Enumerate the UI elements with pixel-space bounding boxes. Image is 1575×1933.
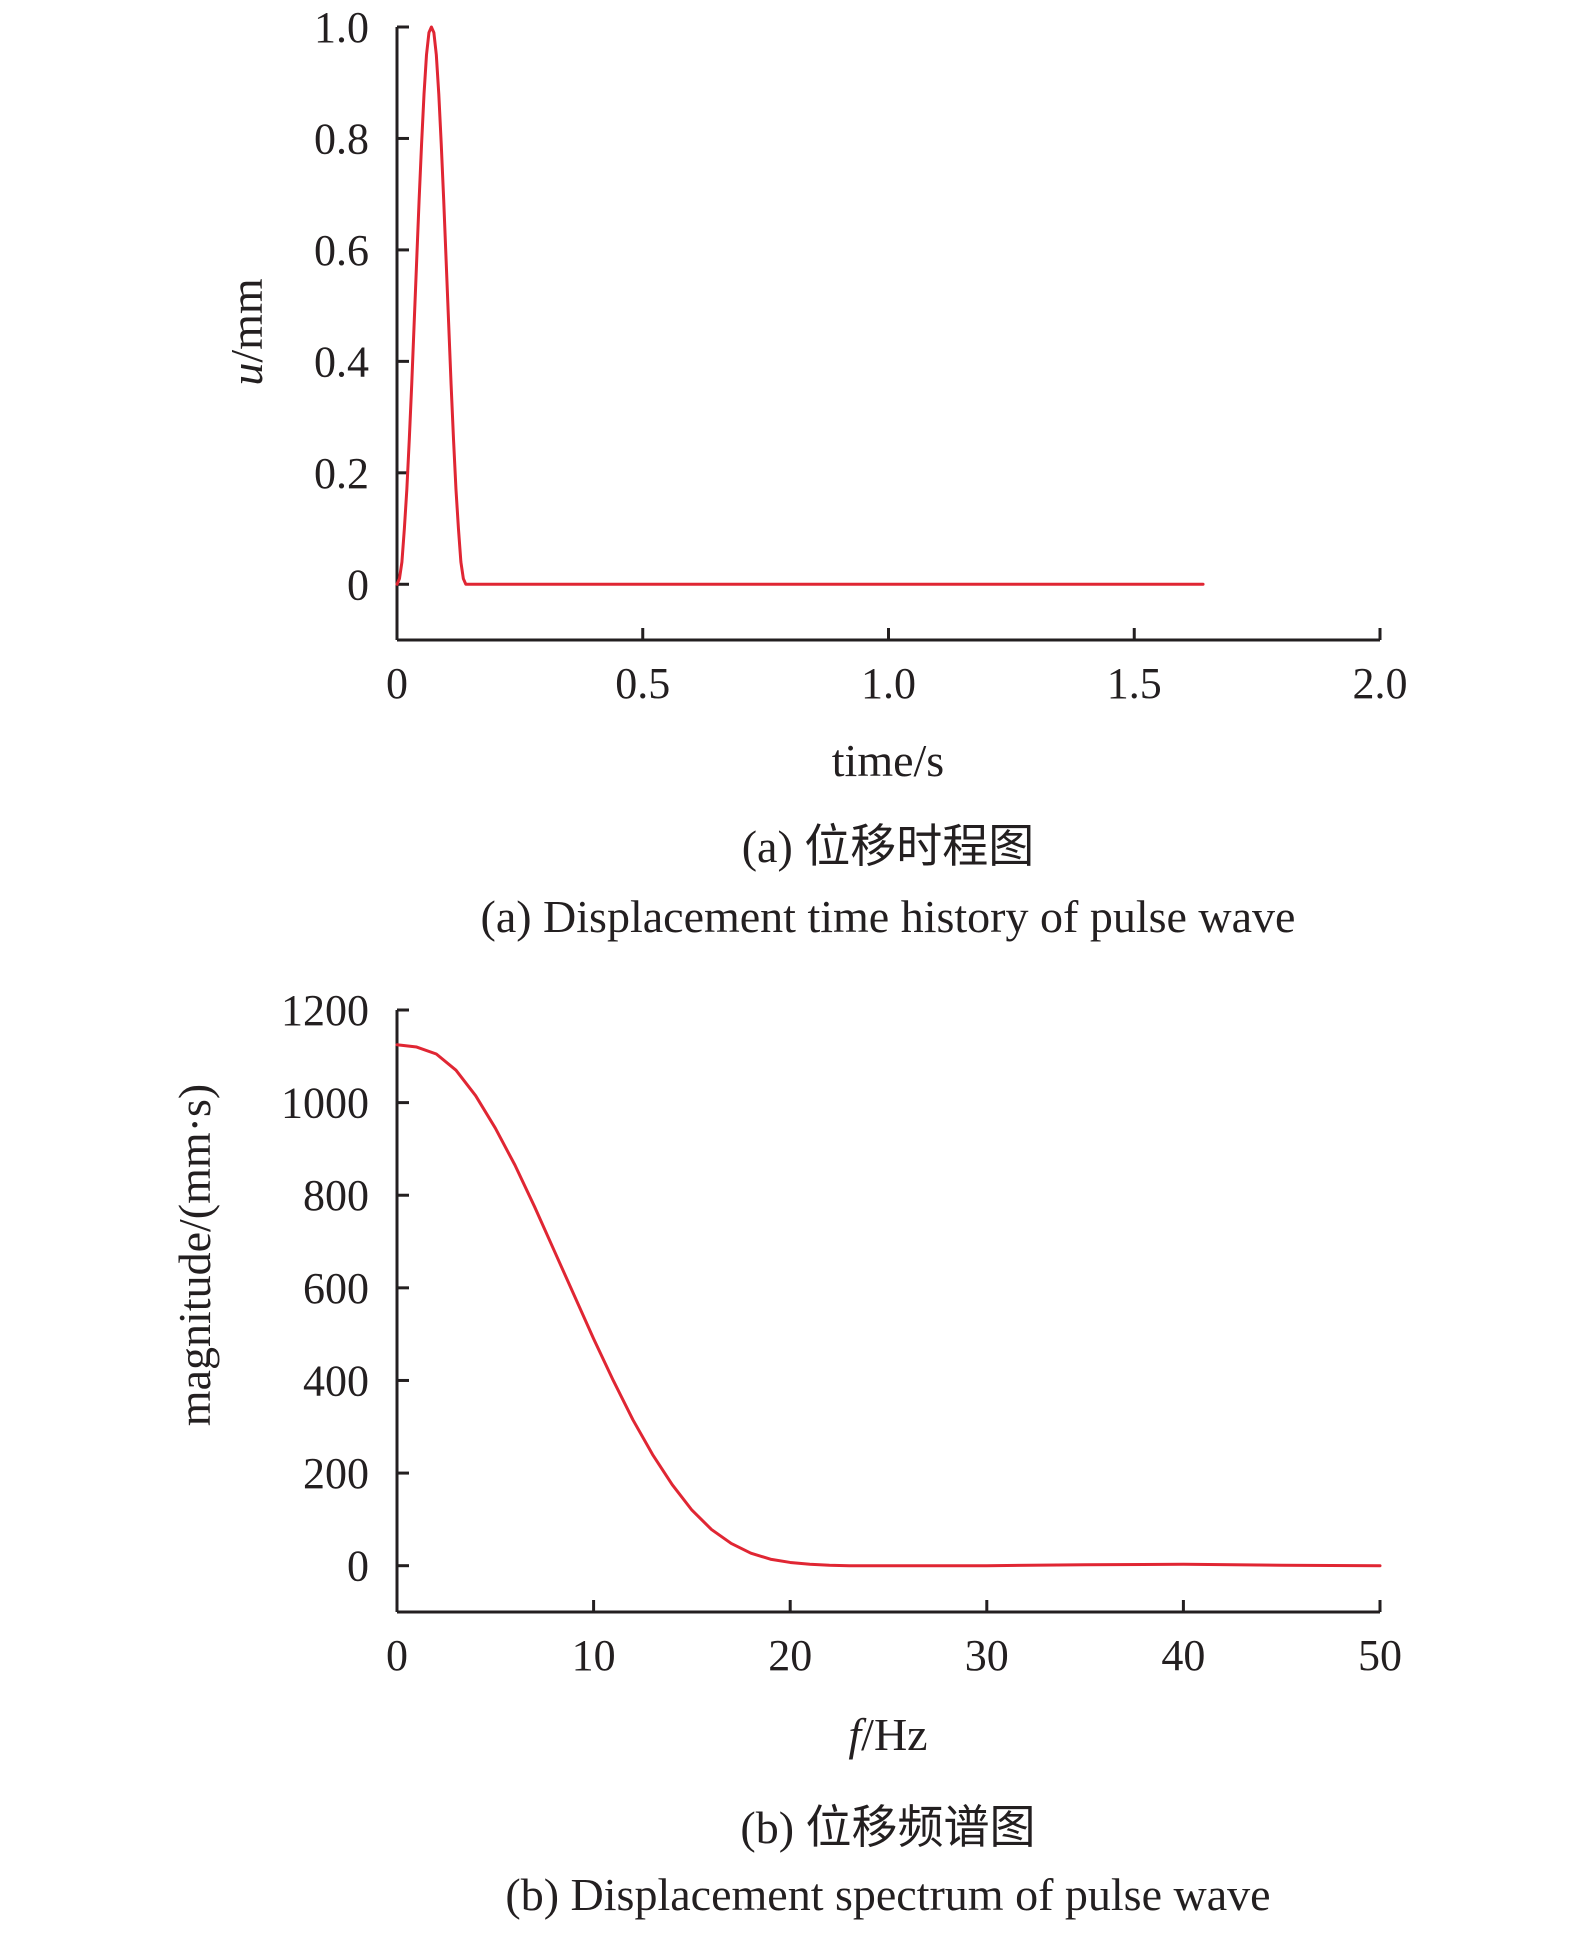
x-tick-label: 2.0 xyxy=(1353,659,1408,708)
panel-b-series-line xyxy=(395,1043,1382,1568)
panel-a-x-axis-label: time/s xyxy=(832,735,944,786)
y-tick-label: 800 xyxy=(303,1171,369,1220)
y-tick-label: 0 xyxy=(347,1542,369,1591)
y-tick-label: 600 xyxy=(303,1264,369,1313)
x-tick-label: 50 xyxy=(1358,1631,1402,1680)
x-tick-label: 0.5 xyxy=(615,659,670,708)
y-tick-label: 1200 xyxy=(281,986,369,1035)
panel-b: 0 200 400 600 800 1000 1200 0 10 20 30 40 50 magnit… xyxy=(169,986,1402,1920)
panel-a-x-ticks: 0 0.5 1.0 1.5 2.0 xyxy=(386,628,1408,708)
y-tick-label: 200 xyxy=(303,1449,369,1498)
x-tick-label: 1.5 xyxy=(1107,659,1162,708)
x-tick-label: 30 xyxy=(965,1631,1009,1680)
y-tick-label: 0 xyxy=(347,560,369,609)
panel-b-y-axis-label: magnitude/(mm·s) xyxy=(169,1084,220,1426)
x-tick-label: 0 xyxy=(386,1631,408,1680)
panel-b-caption-en: (b) Displacement spectrum of pulse wave xyxy=(505,1869,1270,1920)
y-tick-label: 0.8 xyxy=(314,114,369,163)
panel-b-caption-cn: (b) 位移频谱图 xyxy=(740,1802,1035,1853)
panel-a: 0 0.2 0.4 0.6 0.8 1.0 0 0.5 1.0 1.5 2.0 u/mm time… xyxy=(221,3,1408,942)
panel-a-series-line xyxy=(395,25,1205,586)
panel-a-caption-en: (a) Displacement time history of pulse w… xyxy=(481,891,1296,942)
panel-a-y-axis-label: u/mm xyxy=(221,278,272,386)
x-tick-label: 0 xyxy=(386,659,408,708)
x-tick-label: 10 xyxy=(572,1631,616,1680)
panel-a-y-ticks: 0 0.2 0.4 0.6 0.8 1.0 xyxy=(314,3,409,609)
panel-b-x-ticks: 0 10 20 30 40 50 xyxy=(386,1600,1402,1680)
y-tick-label: 0.2 xyxy=(314,449,369,498)
panel-b-y-ticks: 0 200 400 600 800 1000 1200 xyxy=(281,986,409,1591)
x-tick-label: 40 xyxy=(1161,1631,1205,1680)
y-tick-label: 1000 xyxy=(281,1079,369,1128)
y-tick-label: 400 xyxy=(303,1356,369,1405)
y-tick-label: 1.0 xyxy=(314,3,369,52)
panel-a-caption-cn: (a) 位移时程图 xyxy=(742,821,1035,872)
x-tick-label: 20 xyxy=(768,1631,812,1680)
y-tick-label: 0.6 xyxy=(314,226,369,275)
panel-b-x-axis-label: f/Hz xyxy=(848,1709,927,1760)
x-tick-label: 1.0 xyxy=(861,659,916,708)
y-tick-label: 0.4 xyxy=(314,337,369,386)
